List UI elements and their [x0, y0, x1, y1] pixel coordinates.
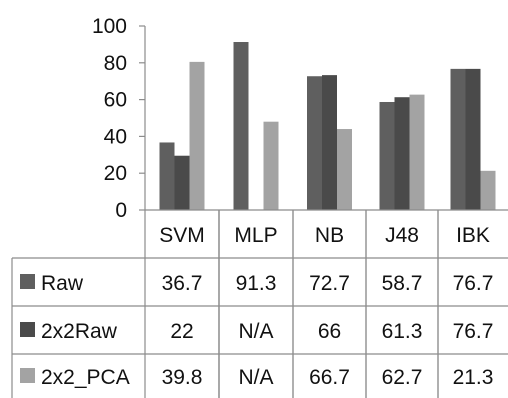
- data-label: 72.7: [309, 272, 350, 295]
- bar-2x2Raw-SVM: [174, 155, 190, 210]
- legend-label: Raw: [41, 272, 84, 295]
- bar-2x2_PCA-MLP: [263, 121, 279, 210]
- data-label: 22: [170, 320, 193, 343]
- legend-key-2x2_PCA: [20, 368, 35, 383]
- legend-label: 2x2Raw: [41, 320, 118, 343]
- data-label: 62.7: [382, 366, 423, 389]
- data-label: 66: [318, 320, 341, 343]
- bar-Raw-SVM: [159, 142, 175, 210]
- legend-key-Raw: [20, 274, 35, 289]
- data-label: N/A: [238, 366, 273, 389]
- data-label: N/A: [238, 320, 273, 343]
- legend-label: 2x2_PCA: [41, 366, 130, 389]
- data-label: 21.3: [453, 366, 494, 389]
- bar-2x2_PCA-IBK: [480, 170, 496, 210]
- category-label: MLP: [234, 224, 277, 247]
- category-label: IBK: [456, 224, 490, 247]
- bar-2x2_PCA-J48: [409, 94, 425, 210]
- bar-Raw-IBK: [450, 68, 466, 210]
- y-tick-label: 20: [104, 162, 127, 185]
- data-label: 76.7: [453, 320, 494, 343]
- category-label: NB: [315, 224, 344, 247]
- bar-2x2Raw-IBK: [465, 68, 481, 210]
- data-label: 58.7: [382, 272, 423, 295]
- y-tick-label: 0: [115, 199, 127, 222]
- data-label: 76.7: [453, 272, 494, 295]
- bar-Raw-J48: [379, 101, 395, 210]
- y-tick-label: 100: [92, 15, 127, 38]
- data-label: 36.7: [162, 272, 203, 295]
- bar-Raw-NB: [307, 76, 322, 211]
- category-label: J48: [385, 224, 419, 247]
- data-label: 66.7: [309, 366, 350, 389]
- bar-2x2Raw-NB: [322, 75, 337, 211]
- y-tick-label: 40: [104, 125, 127, 148]
- data-label: 91.3: [236, 272, 277, 295]
- bar-2x2_PCA-SVM: [189, 61, 205, 210]
- bar-Raw-MLP: [233, 42, 249, 211]
- bar-2x2Raw-J48: [394, 97, 410, 210]
- data-label: 61.3: [382, 320, 423, 343]
- y-tick-label: 60: [104, 89, 127, 112]
- bar-2x2_PCA-NB: [337, 129, 352, 210]
- y-tick-label: 80: [104, 52, 127, 75]
- data-label: 39.8: [162, 366, 203, 389]
- legend-key-2x2Raw: [20, 322, 35, 337]
- category-label: SVM: [159, 224, 205, 247]
